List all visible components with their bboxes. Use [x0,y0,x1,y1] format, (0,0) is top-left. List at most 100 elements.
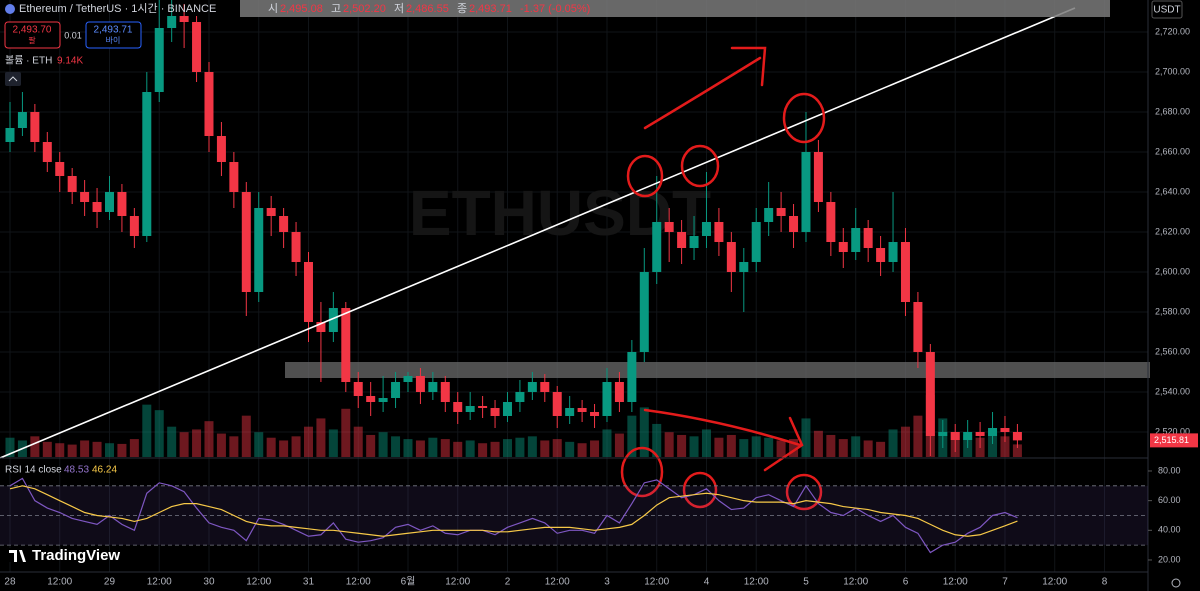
ohlc: 시 2,495.08 고 2,502.20 저 2,486.55 종 2,493.71 -1.3… [268,2,590,15]
buy-label: 바이 [106,35,121,45]
circle [680,144,720,188]
ohlc-value: 2,502.20 [343,3,386,15]
volume-bar [552,439,562,457]
candle-body [117,192,127,216]
volume-bar [826,434,836,457]
volume-bar [863,440,873,457]
rsi-value: 48.53 [64,465,89,476]
candle-body [303,262,313,322]
volume-bar [838,439,848,457]
volume-bar [776,440,786,457]
volume-bar [266,437,276,457]
x-tick-label: 4 [704,577,710,588]
volume-bar [813,430,823,457]
volume-bar [415,440,425,457]
x-tick-label: 12:00 [744,577,769,588]
candle-body [415,376,425,392]
candle-body [167,16,177,28]
volume-bar [5,437,15,457]
volume-bar [677,434,687,457]
volume-bar [888,429,898,457]
candle-body [925,352,935,436]
volume-bar [764,437,774,457]
volume-bar [303,426,313,457]
candle-body [726,242,736,272]
brand: TradingView [32,547,120,564]
volume-bar [80,440,90,457]
volume-bar [117,443,127,457]
buy-button[interactable] [85,21,142,49]
volume-bar [714,437,724,457]
x-tick-label: 12:00 [1042,577,1067,588]
volume-bar [154,410,164,457]
collapse-icon [8,76,18,82]
candle-body [279,216,289,232]
candle-body [876,248,886,262]
volume-bar [565,441,575,457]
volume-bar [664,432,674,457]
volume-bar [279,440,289,457]
volume-bar [366,434,376,457]
candle-body [614,382,624,402]
volume-bar [614,433,624,457]
change: -1.37 (-0.05%) [520,3,590,15]
sell-button[interactable] [4,21,61,49]
candle-body [428,382,438,392]
candle-body [888,242,898,262]
candle-body [540,382,550,392]
candle-body [154,28,164,92]
y-tick-label: 2,660.00 [1155,146,1190,156]
volume-bar [689,436,699,457]
candle-body [266,208,276,216]
zone-box [285,362,1150,378]
x-tick-label: 12:00 [843,577,868,588]
candle-body [5,128,15,142]
y-tick-label: 2,600.00 [1155,266,1190,276]
sell-price: 2,493.70 [13,25,52,36]
rsi-layer [0,477,1148,554]
candle-body [714,222,724,242]
ohlc-value: 2,486.55 [406,3,449,15]
brand-logo [9,550,26,562]
candle-body [104,192,114,212]
arrow-head [763,416,804,472]
candle-body [30,112,40,142]
candle-body [764,208,774,222]
candle-body [527,382,537,392]
x-tick-label: 12:00 [346,577,371,588]
settings-icon[interactable] [1171,578,1181,588]
candle-body [751,222,761,262]
ohlc-label: 시 [268,3,278,15]
header-box [240,0,1110,17]
circle [785,473,823,511]
currency: USDT [1153,5,1180,16]
candle-body [689,236,699,248]
candle-body [502,402,512,416]
volume-bar [502,439,512,457]
candle-body [328,308,338,332]
volume-bar [341,408,351,457]
y-tick-label: 2,540.00 [1155,386,1190,396]
collapse-button[interactable] [5,72,21,86]
volume-bar [627,415,637,457]
volume-bar [453,441,463,457]
volume-bar [391,436,401,457]
x-tick-label: 29 [104,577,116,588]
currency-button[interactable] [1151,0,1183,19]
candle-body [378,398,388,402]
volume-bar [55,443,65,457]
candle-body [254,208,264,292]
y-tick-label: 2,700.00 [1155,66,1190,76]
x-tick-label: 12:00 [545,577,570,588]
ohlc-label: 저 [394,2,404,15]
volume-bar [403,439,413,457]
candle-body [652,222,662,272]
candle-body [701,222,711,236]
volume-bar [30,436,40,457]
candle-body [664,222,674,232]
candle-body [440,382,450,402]
volume-bar [204,421,214,457]
candle-body [813,152,823,202]
candle-body [938,432,948,436]
